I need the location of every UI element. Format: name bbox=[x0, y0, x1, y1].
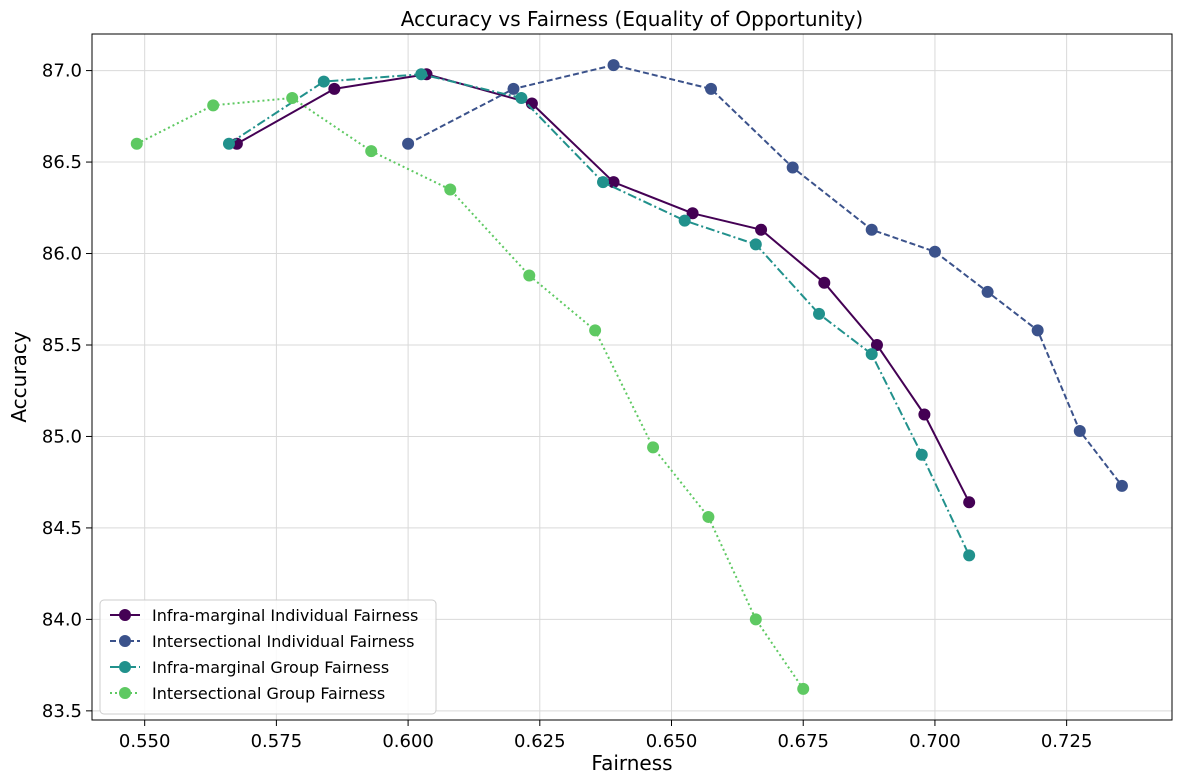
series-4-point bbox=[647, 441, 660, 454]
y-tick-label: 83.5 bbox=[42, 701, 82, 722]
x-tick-label: 0.600 bbox=[382, 731, 434, 752]
series-4-point bbox=[207, 99, 220, 112]
legend-label: Intersectional Group Fairness bbox=[152, 684, 385, 703]
x-axis-title: Fairness bbox=[591, 751, 672, 775]
series-4-point bbox=[749, 613, 762, 626]
series-2-point bbox=[928, 245, 941, 258]
series-4-point bbox=[130, 137, 143, 150]
series-4-point bbox=[797, 682, 810, 695]
x-tick-label: 0.675 bbox=[777, 731, 829, 752]
x-tick-label: 0.550 bbox=[119, 731, 171, 752]
series-2-point bbox=[1031, 324, 1044, 337]
series-2-point bbox=[705, 82, 718, 95]
series-3-point bbox=[317, 75, 330, 88]
series-2-point bbox=[865, 223, 878, 236]
legend: Infra-marginal Individual Fairness Inters… bbox=[99, 599, 437, 715]
legend-swatch-marker bbox=[119, 687, 131, 699]
series-2-point bbox=[1073, 424, 1086, 437]
x-tick-label: 0.725 bbox=[1041, 731, 1093, 752]
y-tick-label: 86.5 bbox=[42, 152, 82, 173]
series-3-point bbox=[963, 549, 976, 562]
series-3-point bbox=[222, 137, 235, 150]
x-tick-label: 0.700 bbox=[909, 731, 961, 752]
y-tick-label: 85.0 bbox=[42, 426, 82, 447]
legend-box bbox=[99, 599, 437, 715]
series-2-point bbox=[981, 285, 994, 298]
series-1-point bbox=[755, 223, 768, 236]
legend-label: Infra-marginal Individual Fairness bbox=[152, 606, 418, 625]
x-tick-label: 0.575 bbox=[251, 731, 303, 752]
series-1-point bbox=[686, 207, 699, 220]
series-1-point bbox=[818, 276, 831, 289]
y-tick-label: 85.5 bbox=[42, 335, 82, 356]
chart-title: Accuracy vs Fairness (Equality of Opport… bbox=[401, 7, 863, 31]
legend-label: Infra-marginal Group Fairness bbox=[152, 658, 389, 677]
series-1-point bbox=[918, 408, 931, 421]
series-3-point bbox=[515, 92, 528, 105]
series-1-point bbox=[328, 82, 341, 95]
series-3-point bbox=[813, 307, 826, 320]
series-2-point bbox=[1115, 479, 1128, 492]
legend-swatch-marker bbox=[119, 609, 131, 621]
legend-swatch-marker bbox=[119, 661, 131, 673]
series-1-point bbox=[870, 338, 883, 351]
series-3-point bbox=[597, 176, 610, 189]
ticks: 0.550 0.575 0.600 0.625 0.650 0.675 0.700 0.725… bbox=[42, 61, 1092, 752]
series-4-point bbox=[365, 145, 378, 158]
series-2-point bbox=[507, 82, 520, 95]
legend-label: Intersectional Individual Fairness bbox=[152, 632, 414, 651]
y-tick-label: 84.0 bbox=[42, 609, 82, 630]
series-2-point bbox=[607, 59, 620, 72]
legend-swatch-marker bbox=[119, 635, 131, 647]
plot-area-frame bbox=[91, 33, 1173, 721]
series-3-point bbox=[915, 448, 928, 461]
series-3-point bbox=[865, 348, 878, 361]
series-3-point bbox=[749, 238, 762, 251]
y-axis-title: Accuracy bbox=[7, 331, 31, 422]
series-4-point bbox=[286, 92, 299, 105]
series-1-point bbox=[963, 496, 976, 509]
x-tick-label: 0.625 bbox=[514, 731, 566, 752]
series-2-point bbox=[786, 161, 799, 174]
series-4-point bbox=[589, 324, 602, 337]
series-2-point bbox=[402, 137, 415, 150]
y-tick-label: 87.0 bbox=[42, 61, 82, 82]
series-line-3 bbox=[228, 73, 971, 556]
series-4-point bbox=[523, 269, 536, 282]
y-tick-label: 84.5 bbox=[42, 518, 82, 539]
y-tick-label: 86.0 bbox=[42, 244, 82, 265]
series-3-point bbox=[678, 214, 691, 227]
series-4-point bbox=[444, 183, 457, 196]
x-tick-label: 0.650 bbox=[646, 731, 698, 752]
series-layer bbox=[130, 59, 1128, 695]
series-1-point bbox=[607, 176, 620, 189]
series-3-point bbox=[415, 68, 428, 81]
series-4-point bbox=[702, 510, 715, 523]
